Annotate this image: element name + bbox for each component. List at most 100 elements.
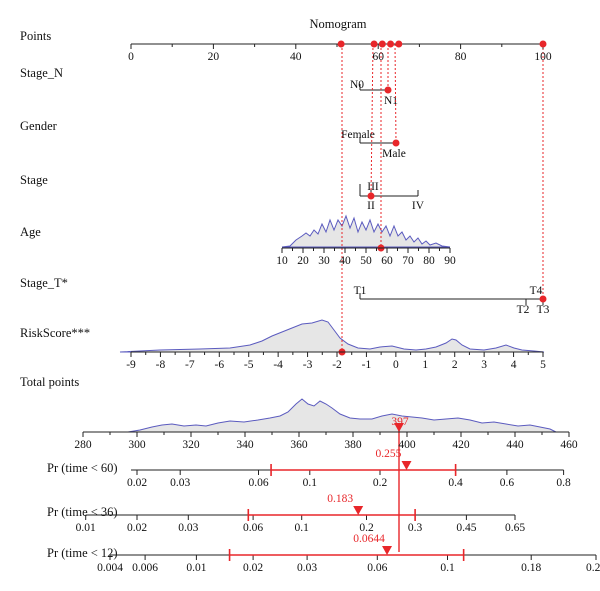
guide-line-gender — [394, 43, 397, 144]
points-axis-marker — [378, 40, 386, 48]
riskscore-axis-tick-label: 2 — [452, 359, 458, 371]
points-axis-tick-label: 60 — [372, 51, 384, 63]
stage-t-selected-marker — [539, 295, 547, 303]
pr-axis-2-tick-label: 0.1 — [440, 562, 455, 574]
row-label-stage-n: Stage_N — [20, 66, 63, 80]
pr-axis-2-tick-label: 0.28 — [586, 562, 600, 574]
riskscore-axis-tick-label: 3 — [481, 359, 487, 371]
stage-t-level-t2: T2 — [517, 304, 530, 316]
riskscore-axis-tick-label: 4 — [511, 359, 517, 371]
age-axis-tick-label: 10 — [276, 255, 288, 267]
pr-axis-1-tick-label: 0.1 — [295, 522, 310, 534]
chart-title: Nomogram — [310, 17, 367, 31]
stage-n-scale — [359, 84, 388, 91]
stage-t-level-t3: T3 — [537, 304, 550, 316]
row-label-points: Points — [20, 29, 51, 43]
row-label-stage-t: Stage_T* — [20, 276, 68, 290]
pr-estimate-arrow-2 — [382, 546, 393, 555]
age-density-curve — [281, 214, 451, 248]
pr-axis-2-tick-label: 0.03 — [297, 562, 317, 574]
age-axis-tick-label: 20 — [297, 255, 309, 267]
row-label-gender: Gender — [20, 119, 58, 133]
gender-scale — [359, 137, 396, 144]
row-label-stage: Stage — [20, 173, 48, 187]
riskscore-density-curve — [119, 319, 545, 353]
total-points-axis-tick-label: 320 — [182, 439, 200, 451]
age-axis-tick-label: 70 — [402, 255, 414, 267]
riskscore-axis-tick-label: -2 — [332, 359, 342, 371]
pr-axis-2-tick-label: 0.006 — [132, 562, 158, 574]
pr-axis-0-tick-label: 0.03 — [170, 477, 190, 489]
total-points-arrowhead — [394, 423, 404, 432]
pr-estimate-arrow-0 — [401, 461, 412, 470]
row-label-riskscore: RiskScore*** — [20, 326, 90, 340]
total-points-axis-tick-label: 280 — [74, 439, 92, 451]
riskscore-axis-tick-label: 1 — [422, 359, 428, 371]
pr-estimate-label-2: 0.0644 — [353, 533, 385, 545]
points-axis-tick-label: 0 — [128, 51, 134, 63]
points-axis-marker — [337, 40, 345, 48]
age-axis-tick-label: 60 — [381, 255, 393, 267]
pr-axis-0-tick-label: 0.02 — [127, 477, 147, 489]
age-axis-tick-label: 80 — [423, 255, 435, 267]
points-axis-tick-label: 80 — [455, 51, 467, 63]
pr-axis-1-tick-label: 0.06 — [243, 522, 263, 534]
row-label-total: Total points — [20, 375, 79, 389]
points-axis-tick-label: 100 — [534, 51, 552, 63]
riskscore-axis-tick-label: 0 — [393, 359, 399, 371]
total-points-value: 397 — [391, 416, 409, 428]
pr-estimate-label-0: 0.255 — [376, 448, 402, 460]
age-axis-tick-label: 50 — [360, 255, 372, 267]
riskscore-axis-tick-label: 5 — [540, 359, 546, 371]
pr-axis-2-tick-label: 0.18 — [521, 562, 541, 574]
total-points-axis-tick-label: 300 — [128, 439, 146, 451]
pr-axis-2-tick-label: 0.06 — [367, 562, 387, 574]
riskscore-axis-tick-label: -4 — [273, 359, 283, 371]
pr-axis-0-tick-label: 0.2 — [373, 477, 388, 489]
stage-n-level-n1: N1 — [384, 95, 398, 107]
pr-axis-1-tick-label: 0.45 — [456, 522, 476, 534]
stage-t-level-t4: T4 — [530, 285, 543, 297]
stage-level-iii: III — [367, 181, 379, 193]
total-points-axis-tick-label: 420 — [452, 439, 470, 451]
gender-level-female: Female — [341, 129, 375, 141]
riskscore-axis-tick-label: -1 — [362, 359, 372, 371]
riskscore-axis-tick-label: -7 — [185, 359, 195, 371]
pr-estimate-label-1: 0.183 — [327, 493, 353, 505]
pr-axis-1-tick-label: 0.2 — [359, 522, 374, 534]
gender-selected-marker — [392, 139, 400, 147]
pr-axis-0-tick-label: 0.4 — [448, 477, 463, 489]
pr-axis-1-tick-label: 0.02 — [127, 522, 147, 534]
total-points-axis-tick-label: 460 — [560, 439, 578, 451]
total-points-density-curve — [127, 398, 557, 433]
row-label-pr12: Pr (time < 12) — [47, 546, 118, 560]
stage-t-scale — [359, 293, 544, 305]
total-points-axis-tick-label: 440 — [506, 439, 524, 451]
points-axis-marker — [395, 40, 403, 48]
riskscore-axis-tick-label: -6 — [214, 359, 224, 371]
pr-axis-1-tick-label: 0.3 — [408, 522, 423, 534]
points-axis-marker — [370, 40, 378, 48]
total-points-axis-tick-label: 340 — [236, 439, 254, 451]
guide-line-stage — [370, 43, 374, 197]
points-axis-marker — [539, 40, 547, 48]
pr-axis-1-tick-label: 0.65 — [505, 522, 525, 534]
stage-level-iv: IV — [412, 200, 425, 212]
stage-level-ii: II — [367, 200, 375, 212]
pr-axis-0-tick-label: 0.1 — [303, 477, 318, 489]
pr-axis-0-tick-label: 0.06 — [248, 477, 268, 489]
pr-axis-2-tick-label: 0.02 — [243, 562, 263, 574]
points-axis-tick-label: 40 — [290, 51, 302, 63]
pr-estimate-arrow-1 — [353, 506, 364, 515]
total-points-axis-tick-label: 380 — [344, 439, 362, 451]
total-points-axis-tick-label: 400 — [398, 439, 416, 451]
points-axis-marker — [387, 40, 395, 48]
gender-level-male: Male — [382, 148, 406, 160]
pr-axis-1-tick-label: 0.03 — [178, 522, 198, 534]
pr-axis-0-tick-label: 0.8 — [556, 477, 571, 489]
riskscore-axis-tick-label: -3 — [303, 359, 313, 371]
row-label-pr60: Pr (time < 60) — [47, 461, 118, 475]
pr-axis-2-tick-label: 0.01 — [186, 562, 206, 574]
